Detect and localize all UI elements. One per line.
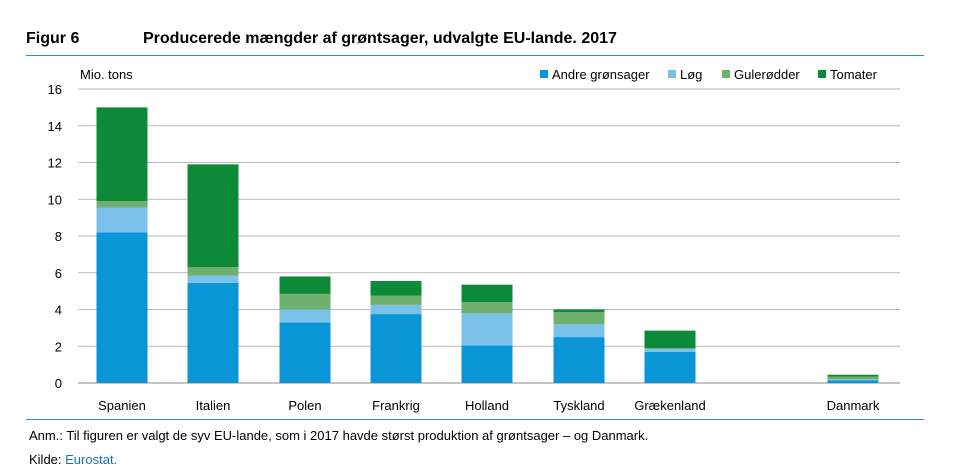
- bar-graekenland-tomater: [644, 330, 696, 349]
- figure-title: Producerede mængder af grøntsager, udval…: [143, 30, 617, 47]
- bar-polen-andre-groensager: [279, 322, 331, 383]
- source-prefix: Kilde:: [29, 452, 66, 467]
- y-tick-label-6: 6: [55, 266, 62, 281]
- bar-graekenland-andre-groensager: [644, 351, 696, 383]
- x-axis-ticks: Spanien Italien Polen Frankrig Holland Tyskla…: [98, 398, 880, 413]
- bar-frankrig-andre-groensager: [370, 314, 422, 383]
- bar-spanien-tomater: [96, 107, 148, 202]
- bar-holland-tomater: [461, 284, 513, 303]
- chart-source: Kilde: Eurostat.: [29, 452, 117, 467]
- x-tick-label-spanien: Spanien: [98, 398, 146, 413]
- legend-swatch-loeg: [668, 70, 676, 78]
- bar-danmark-loeg: [827, 379, 879, 381]
- legend-swatch-andre-groensager: [540, 70, 548, 78]
- bar-italien-loeg: [187, 275, 239, 283]
- bar-polen-loeg: [279, 309, 331, 323]
- chart-note: Anm.: Til figuren er valgt de syv EU-lan…: [29, 428, 649, 443]
- x-tick-label-tyskland: Tyskland: [553, 398, 604, 413]
- legend-label-loeg: Løg: [680, 67, 702, 82]
- y-tick-label-2: 2: [55, 339, 62, 354]
- x-tick-label-holland: Holland: [465, 398, 509, 413]
- figure-header: Figur 6 Producerede mængder af grøntsage…: [26, 28, 926, 58]
- bar-polen-guleroedder: [279, 293, 331, 310]
- bar-spanien-guleroedder: [96, 201, 148, 208]
- y-tick-label-12: 12: [48, 156, 62, 171]
- bar-spanien-loeg: [96, 207, 148, 233]
- legend-label-tomater: Tomater: [830, 67, 878, 82]
- x-tick-label-graekenland: Grækenland: [634, 398, 706, 413]
- legend: Andre grønsager Løg Gulerødder Tomater: [540, 67, 878, 82]
- y-tick-label-4: 4: [55, 303, 62, 318]
- y-tick-label-10: 10: [48, 192, 62, 207]
- legend-label-andre-groensager: Andre grønsager: [552, 67, 650, 82]
- y-tick-label-8: 8: [55, 229, 62, 244]
- x-tick-label-danmark: Danmark: [827, 398, 880, 413]
- bar-tyskland-loeg: [553, 324, 605, 338]
- bar-danmark-tomater: [827, 374, 879, 377]
- bar-frankrig-loeg: [370, 304, 422, 315]
- y-axis-ticks: 0 2 4 6 8 10 12 14 16: [48, 82, 62, 391]
- bar-italien-andre-groensager: [187, 282, 239, 383]
- bar-tyskland-tomater: [553, 309, 605, 313]
- bar-graekenland-loeg: [644, 349, 696, 352]
- bottom-rule: [26, 419, 924, 420]
- y-tick-label-16: 16: [48, 82, 62, 97]
- x-tick-label-polen: Polen: [288, 398, 321, 413]
- bar-tyskland-guleroedder: [553, 312, 605, 325]
- bar-polen-tomater: [279, 276, 331, 294]
- y-axis-label: Mio. tons: [80, 67, 133, 82]
- bar-holland-andre-groensager: [461, 345, 513, 383]
- bar-italien-guleroedder: [187, 267, 239, 276]
- y-tick-label-14: 14: [48, 119, 62, 134]
- figure-label: Figur 6: [26, 30, 80, 47]
- bar-danmark-andre-groensager: [827, 380, 879, 383]
- bar-frankrig-tomater: [370, 281, 422, 296]
- bar-spanien-andre-groensager: [96, 232, 148, 383]
- bar-italien-tomater: [187, 164, 239, 268]
- bars: [96, 107, 879, 383]
- bar-graekenland-guleroedder: [644, 348, 696, 350]
- legend-swatch-guleroedder: [722, 70, 730, 78]
- y-tick-label-0: 0: [55, 376, 62, 391]
- bar-frankrig-guleroedder: [370, 295, 422, 305]
- bar-danmark-guleroedder: [827, 376, 879, 380]
- legend-label-guleroedder: Gulerødder: [734, 67, 800, 82]
- x-tick-label-italien: Italien: [196, 398, 231, 413]
- top-rule: [26, 55, 924, 56]
- bar-holland-guleroedder: [461, 302, 513, 314]
- bar-tyskland-andre-groensager: [553, 337, 605, 383]
- x-tick-label-frankrig: Frankrig: [372, 398, 420, 413]
- bar-holland-loeg: [461, 313, 513, 346]
- legend-swatch-tomater: [818, 70, 826, 78]
- source-link[interactable]: Eurostat.: [65, 452, 118, 467]
